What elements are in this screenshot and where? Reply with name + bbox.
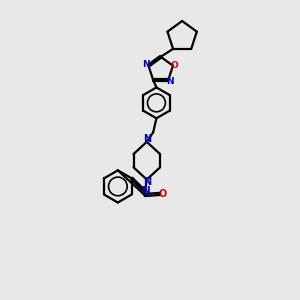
Text: O: O bbox=[170, 61, 178, 70]
Text: N: N bbox=[142, 60, 150, 69]
Text: O: O bbox=[158, 189, 166, 199]
Text: N: N bbox=[143, 134, 151, 144]
Text: N: N bbox=[143, 177, 151, 187]
Text: N: N bbox=[166, 76, 174, 85]
Text: N: N bbox=[142, 186, 151, 196]
